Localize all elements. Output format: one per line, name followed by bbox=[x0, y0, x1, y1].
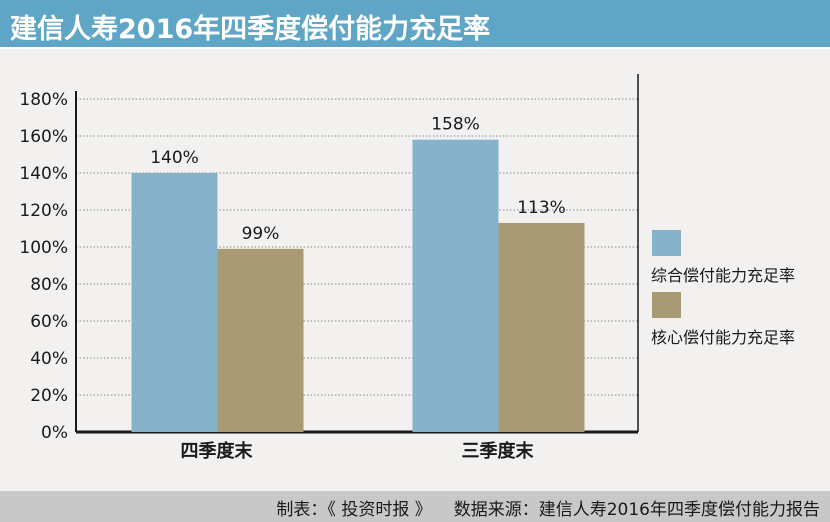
x-tick-label: 三季度末 bbox=[462, 440, 535, 462]
chart-title: 建信人寿2016年四季度偿付能力充足率 bbox=[10, 14, 491, 45]
y-tick-label: 120% bbox=[19, 201, 68, 221]
data-label: 158% bbox=[431, 115, 480, 135]
legend-swatch bbox=[652, 230, 681, 256]
header-divider bbox=[0, 47, 830, 49]
legend-swatch bbox=[652, 292, 681, 318]
y-tick-label: 40% bbox=[30, 349, 68, 369]
data-label: 99% bbox=[242, 224, 280, 244]
y-tick-label: 60% bbox=[30, 312, 68, 332]
y-tick-label: 80% bbox=[30, 275, 68, 295]
chart-header: 建信人寿2016年四季度偿付能力充足率 bbox=[0, 0, 830, 47]
y-tick-label: 20% bbox=[30, 386, 68, 406]
legend-label: 综合偿付能力充足率 bbox=[651, 266, 795, 285]
bar-chart: 0% 20% 40% 60% 80% 100% 120% 140% 160% 180% 140% 99… bbox=[19, 74, 795, 462]
footer-bar: 制表：《 投资时报 》 数据来源：建信人寿2016年四季度偿付能力报告 bbox=[0, 491, 830, 522]
bar bbox=[412, 139, 499, 432]
footer-credits: 制表：《 投资时报 》 数据来源：建信人寿2016年四季度偿付能力报告 bbox=[276, 495, 820, 520]
y-tick-label: 180% bbox=[19, 90, 68, 110]
footer-maker: 制表：《 投资时报 》 bbox=[276, 500, 432, 520]
y-tick-label: 140% bbox=[19, 164, 68, 184]
y-tick-label: 160% bbox=[19, 127, 68, 147]
legend-label: 核心偿付能力充足率 bbox=[651, 328, 795, 347]
x-tick-label: 四季度末 bbox=[181, 440, 254, 462]
data-label: 113% bbox=[517, 198, 566, 218]
footer-source: 数据来源：建信人寿2016年四季度偿付能力报告 bbox=[453, 500, 820, 520]
y-tick-label: 0% bbox=[41, 423, 68, 443]
bar bbox=[131, 173, 218, 432]
bar bbox=[217, 248, 304, 432]
data-label: 140% bbox=[150, 148, 199, 168]
y-tick-label: 100% bbox=[19, 238, 68, 258]
bar bbox=[498, 222, 585, 432]
